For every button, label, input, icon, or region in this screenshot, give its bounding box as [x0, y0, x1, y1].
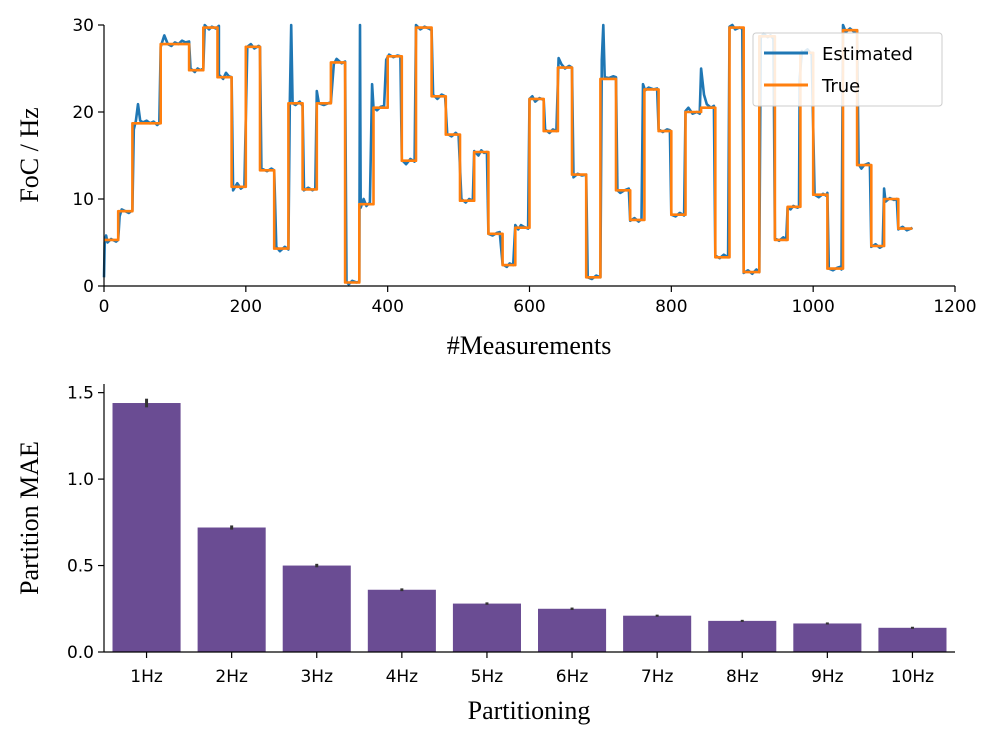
line-x-ticks: 0 200 400 600 800 1000 1200 — [99, 286, 977, 317]
bar-y-axis-title: Partition MAE — [15, 441, 44, 595]
line-y-axis-title: FoC / Hz — [15, 107, 44, 202]
legend-label-true: True — [821, 76, 860, 97]
line-x-tick-label: 600 — [513, 297, 545, 317]
bar-x-tick-label: 1Hz — [130, 667, 163, 687]
line-x-tick-label: 800 — [655, 297, 687, 317]
bar-5hz — [452, 603, 521, 652]
line-x-tick-label: 1000 — [792, 297, 835, 317]
bar-x-axis-title: Partitioning — [468, 696, 591, 725]
bar-x-tick-label: 10Hz — [891, 667, 934, 687]
bar-chart: 1Hz 2Hz 3Hz 4Hz 5Hz 6Hz 7Hz 8Hz 9Hz 10Hz 0.0 0.5 1.… — [15, 384, 955, 725]
bar-plot-area — [112, 398, 947, 652]
legend-label-estimated: Estimated — [822, 44, 913, 65]
bar-y-ticks: 0.0 0.5 1.0 1.5 — [67, 384, 104, 663]
bar-8hz — [708, 620, 777, 652]
bar-x-tick-label: 9Hz — [811, 667, 844, 687]
bar-x-tick-label: 4Hz — [386, 667, 419, 687]
line-x-tick-label: 400 — [371, 297, 403, 317]
line-x-axis-title: #Measurements — [447, 331, 612, 360]
bar-y-tick-label: 0.0 — [67, 643, 94, 663]
bar-y-tick-label: 0.5 — [67, 557, 94, 577]
bar-3hz — [282, 565, 351, 652]
line-plot-area — [102, 23, 914, 286]
series-line-true — [104, 26, 913, 284]
line-x-tick-label: 0 — [99, 297, 110, 317]
line-y-ticks: 0 10 20 30 — [72, 16, 104, 297]
bar-10hz — [878, 627, 947, 652]
bar-x-tick-label: 3Hz — [300, 667, 333, 687]
bar-9hz — [793, 623, 862, 652]
bar-4hz — [367, 589, 436, 652]
line-y-tick-label: 0 — [83, 277, 94, 297]
bar-x-tick-label: 7Hz — [641, 667, 674, 687]
line-chart: 0 200 400 600 800 1000 1200 0 10 20 30 #Measureme… — [15, 16, 977, 360]
bar-x-tick-label: 5Hz — [471, 667, 504, 687]
line-y-tick-label: 30 — [72, 16, 94, 36]
bar-2hz — [197, 527, 266, 652]
bar-7hz — [623, 615, 692, 652]
bar-y-tick-label: 1.5 — [67, 384, 94, 404]
legend: Estimated True — [752, 32, 943, 107]
bar-x-tick-label: 8Hz — [726, 667, 759, 687]
line-x-tick-label: 1200 — [933, 297, 976, 317]
bar-x-ticks: 1Hz 2Hz 3Hz 4Hz 5Hz 6Hz 7Hz 8Hz 9Hz 10Hz — [130, 652, 934, 687]
legend-box — [752, 32, 943, 107]
bar-y-tick-label: 1.0 — [67, 470, 94, 490]
line-y-tick-label: 10 — [72, 190, 94, 210]
bar-x-tick-label: 2Hz — [215, 667, 248, 687]
bar-6hz — [538, 608, 607, 652]
bar-1hz — [112, 403, 181, 652]
line-y-tick-label: 20 — [72, 103, 94, 123]
line-x-tick-label: 200 — [230, 297, 262, 317]
bar-x-tick-label: 6Hz — [556, 667, 589, 687]
